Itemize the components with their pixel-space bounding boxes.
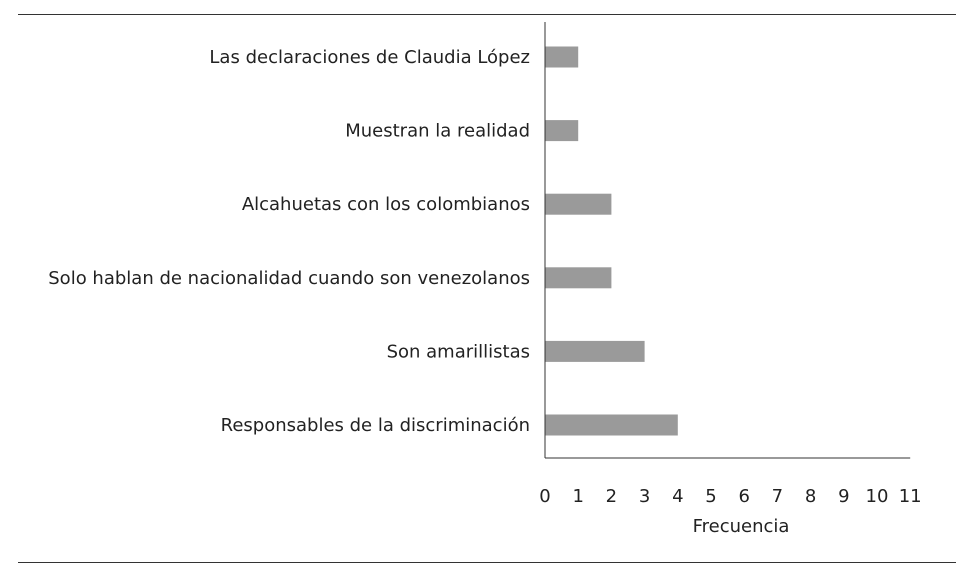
- x-tick-label-3: 3: [639, 486, 650, 507]
- x-tick-label-8: 8: [805, 486, 816, 507]
- x-tick-label-9: 9: [838, 486, 849, 507]
- bars-group: [545, 46, 678, 436]
- category-label-1: Muestran la realidad: [345, 121, 530, 142]
- category-label-2: Alcahuetas con los colombianos: [242, 194, 530, 215]
- bar-3: [545, 267, 612, 289]
- category-label-0: Las declaraciones de Claudia López: [209, 47, 530, 68]
- x-tick-label-2: 2: [606, 486, 617, 507]
- category-label-4: Son amarillistas: [387, 341, 530, 362]
- x-tick-label-0: 0: [539, 486, 550, 507]
- top-rule: [18, 14, 956, 15]
- bar-1: [545, 120, 579, 142]
- x-tick-label-5: 5: [705, 486, 716, 507]
- bar-4: [545, 340, 645, 362]
- x-tick-label-1: 1: [572, 486, 583, 507]
- x-tick-label-4: 4: [672, 486, 683, 507]
- x-tick-labels: 0 1 2 3 4 5 6 7 8 9 10 11: [539, 486, 921, 507]
- category-label-3: Solo hablan de nacionalidad cuando son v…: [48, 268, 530, 289]
- x-tick-label-10: 10: [866, 486, 889, 507]
- bar-0: [545, 46, 579, 68]
- x-tick-label-6: 6: [738, 486, 749, 507]
- x-axis-title: Frecuencia: [693, 516, 790, 537]
- category-labels: Las declaraciones de Claudia López Muestr…: [48, 47, 530, 436]
- bar-5: [545, 414, 678, 436]
- bar-2: [545, 193, 612, 215]
- category-label-5: Responsables de la discriminación: [221, 415, 530, 436]
- bottom-rule: [18, 562, 956, 563]
- x-tick-label-11: 11: [899, 486, 922, 507]
- x-tick-label-7: 7: [772, 486, 783, 507]
